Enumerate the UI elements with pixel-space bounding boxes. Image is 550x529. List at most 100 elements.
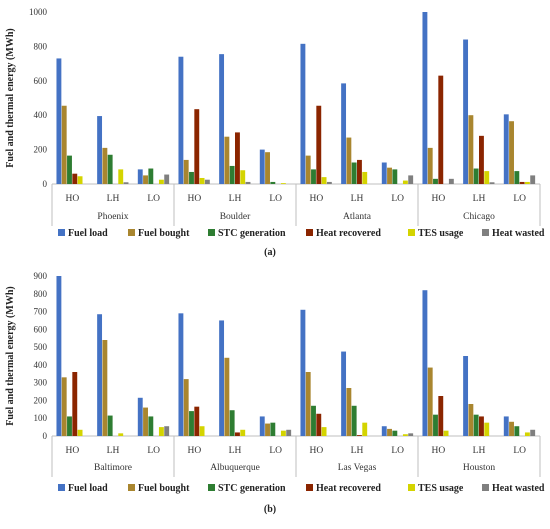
bar-heat-wasted: [204, 179, 210, 184]
y-tick-label: 200: [34, 395, 48, 405]
bar-heat-recovered: [235, 132, 240, 184]
y-tick-label: 400: [34, 360, 48, 370]
bar-stc-generation: [311, 169, 316, 184]
bar-heat-recovered: [357, 435, 362, 436]
y-tick-label: 1000: [29, 7, 48, 17]
bar-stc-generation: [229, 410, 235, 436]
y-tick-label: 0: [43, 179, 48, 189]
x-subcategory-label: HO: [309, 194, 323, 204]
x-subcategory-label: LH: [351, 446, 364, 456]
y-tick-label: 200: [34, 145, 48, 155]
y-tick-label: 600: [34, 324, 48, 334]
bar-fuel-bought: [346, 137, 352, 184]
bar-fuel-bought: [265, 152, 270, 184]
y-tick-label: 700: [34, 307, 48, 317]
bar-heat-wasted: [245, 181, 251, 184]
bar-fuel-bought: [305, 372, 311, 436]
x-subcategory-label: LO: [269, 446, 282, 456]
bar-fuel-load: [422, 12, 428, 184]
bar-fuel-bought: [102, 340, 108, 436]
bar-fuel-load: [259, 149, 265, 184]
y-tick-label: 900: [34, 271, 48, 281]
legend-label: Fuel bought: [138, 483, 190, 494]
bar-stc-generation: [270, 181, 276, 184]
bar-stc-generation: [351, 162, 357, 184]
panel-tag-label: (b): [264, 504, 276, 515]
bar-stc-generation: [189, 411, 194, 436]
bar-stc-generation: [67, 416, 72, 436]
bar-heat-wasted: [408, 433, 414, 436]
bar-heat-recovered: [438, 75, 444, 184]
bar-fuel-bought: [61, 377, 67, 436]
bar-fuel-load: [463, 39, 469, 184]
panel-tag-label: (a): [264, 247, 276, 258]
legend-swatch: [58, 229, 65, 236]
bar-fuel-bought: [387, 428, 392, 436]
x-subcategory-label: HO: [187, 446, 201, 456]
x-subcategory-label: LO: [147, 446, 160, 456]
bar-fuel-load: [341, 351, 347, 436]
x-subcategory-label: HO: [309, 446, 323, 456]
legend-swatch: [128, 484, 135, 491]
x-group-label: Las Vegas: [338, 463, 377, 473]
legend-label: Heat recovered: [316, 483, 381, 494]
bar-heat-wasted: [408, 175, 414, 184]
bar-tes-usage: [402, 180, 408, 184]
bar-fuel-load: [463, 356, 469, 436]
y-tick-label: 400: [34, 110, 48, 120]
bar-heat-wasted: [326, 181, 332, 184]
bar-stc-generation: [433, 178, 438, 184]
bar-fuel-bought: [61, 105, 67, 184]
x-group-label: Atlanta: [343, 212, 372, 222]
bar-fuel-load: [137, 169, 143, 184]
bar-heat-wasted: [123, 182, 129, 184]
x-subcategory-label: LH: [351, 194, 364, 204]
bar-fuel-bought: [183, 379, 189, 436]
bar-fuel-load: [503, 416, 509, 436]
bar-stc-generation: [514, 426, 520, 436]
bar-fuel-load: [259, 416, 265, 436]
legend-label: STC generation: [218, 228, 286, 239]
bar-stc-generation: [351, 405, 357, 436]
legend-swatch: [408, 484, 415, 491]
x-subcategory-label: LO: [513, 194, 526, 204]
bar-stc-generation: [392, 169, 398, 184]
bar-stc-generation: [514, 171, 520, 184]
bar-stc-generation: [270, 422, 276, 436]
bar-tes-usage: [524, 181, 530, 184]
x-group-label: Chicago: [463, 212, 495, 222]
bar-stc-generation: [67, 155, 72, 184]
bar-tes-usage: [321, 177, 327, 184]
y-axis-title: Fuel and thermal energy (MWh): [5, 286, 16, 425]
bar-fuel-bought: [427, 367, 433, 436]
bar-tes-usage: [158, 427, 164, 436]
y-tick-label: 800: [34, 41, 48, 51]
bar-fuel-load: [56, 276, 62, 436]
bar-fuel-bought: [102, 147, 108, 184]
x-subcategory-label: LH: [107, 194, 120, 204]
bar-heat-recovered: [357, 159, 362, 184]
bar-heat-wasted: [164, 174, 170, 184]
legend-swatch: [306, 484, 313, 491]
y-tick-label: 800: [34, 289, 48, 299]
bar-heat-recovered: [194, 406, 200, 436]
bar-stc-generation: [148, 168, 154, 184]
bar-fuel-bought: [224, 136, 230, 184]
bar-tes-usage: [443, 430, 449, 436]
legend-swatch: [482, 229, 489, 236]
bar-stc-generation: [148, 416, 154, 436]
bar-heat-recovered: [235, 432, 240, 436]
x-subcategory-label: LH: [229, 194, 242, 204]
bar-fuel-bought: [346, 388, 352, 436]
legend-swatch: [58, 484, 65, 491]
bar-stc-generation: [311, 405, 316, 436]
bar-heat-wasted: [164, 426, 170, 436]
bar-fuel-bought: [224, 357, 230, 436]
bar-heat-recovered: [316, 105, 322, 184]
x-subcategory-label: LH: [473, 194, 486, 204]
legend-label: Fuel bought: [138, 228, 190, 239]
bar-fuel-load: [178, 313, 184, 436]
bar-fuel-load: [97, 314, 103, 436]
